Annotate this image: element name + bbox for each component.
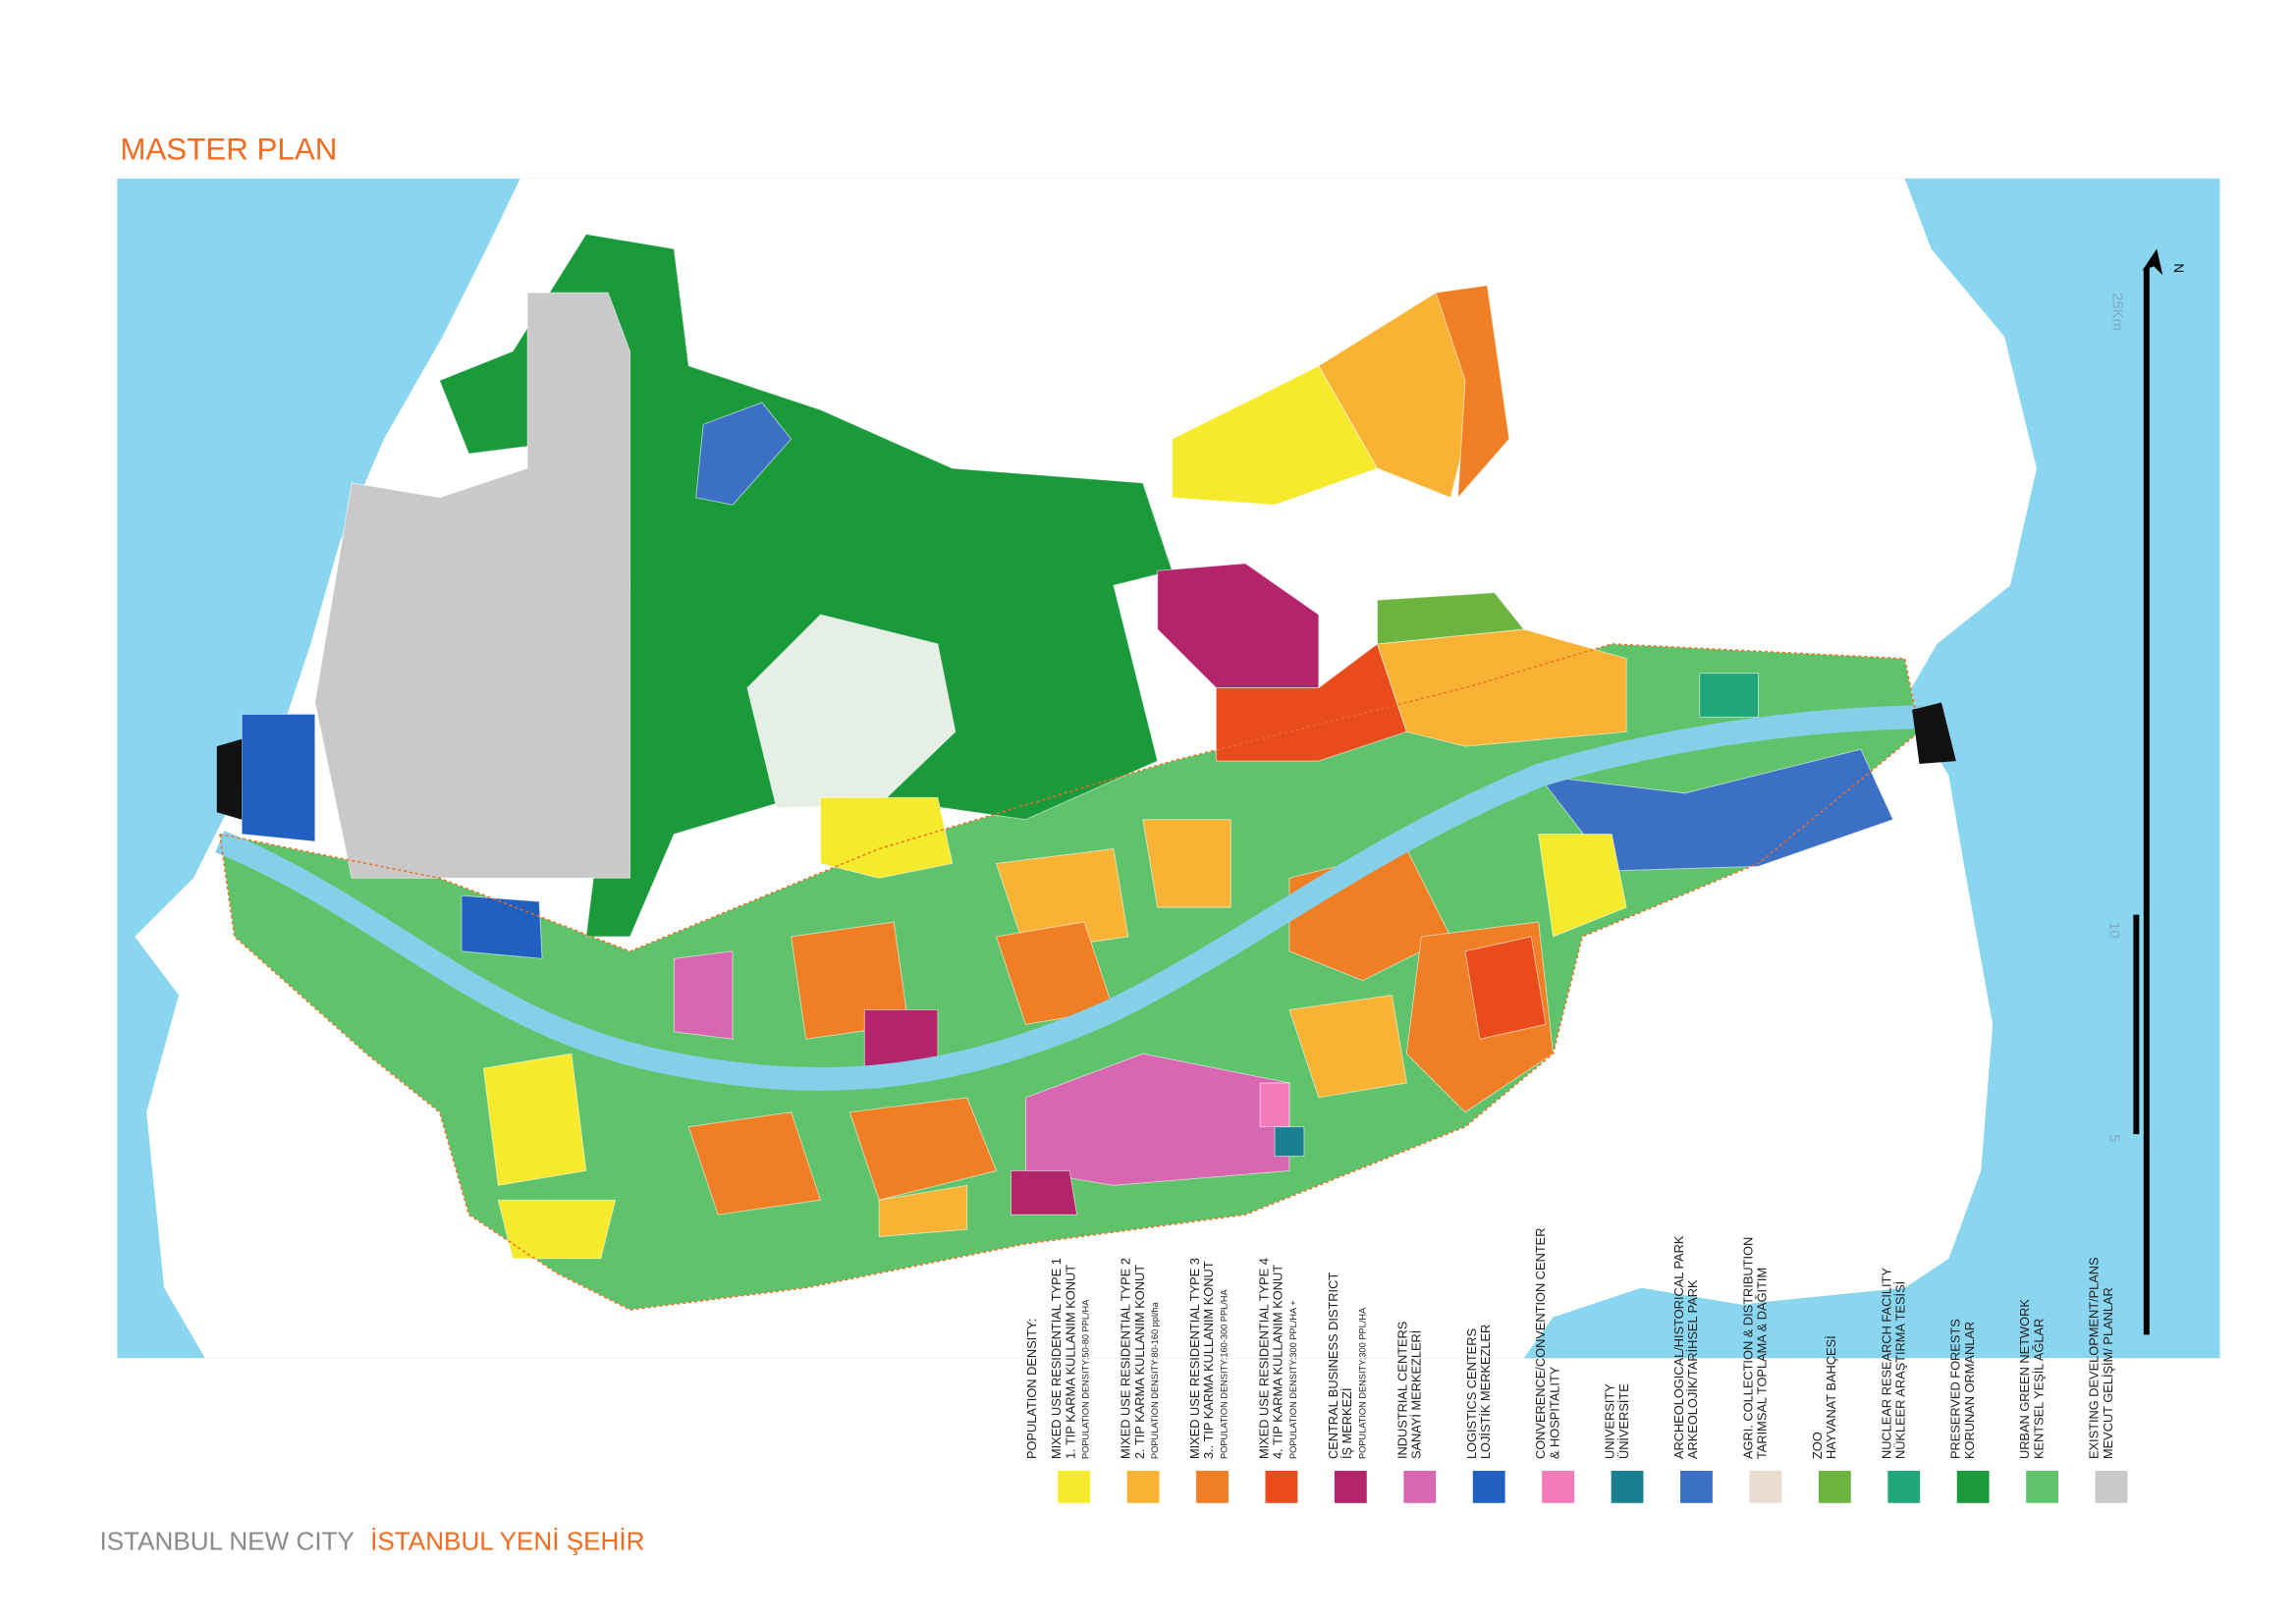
logistics-west <box>241 713 316 842</box>
legend-label: NÜKLEER ARAŞTIRMA TESİSİ <box>1892 1281 1907 1459</box>
canal <box>215 705 1935 1091</box>
forest-lake <box>695 402 793 506</box>
legend-label: MIXED USE RESIDENTIAL TYPE 3 <box>1187 1258 1202 1459</box>
existing-development <box>314 292 631 879</box>
legend-label: URBAN GREEN NETWORK <box>2017 1299 2032 1459</box>
zoo <box>1377 592 1525 645</box>
port-west <box>216 738 243 820</box>
legend-swatch <box>1058 1470 1091 1503</box>
north-arrow <box>2142 248 2163 276</box>
legend-label: TARIMSAL TOPLAMA & DAĞITIM <box>1755 1268 1770 1459</box>
legend-label: 1. TIP KARMA KULLANIM KONUT <box>1063 1265 1077 1459</box>
footer-turkish: İSTANBUL YENİ ŞEHİR <box>370 1526 644 1555</box>
scale-label: 5 <box>2106 1134 2122 1142</box>
legend-label: 4. TIP KARMA KULLANIM KONUT <box>1271 1265 1285 1459</box>
legend-label: ARKEOLOJİK/TARİHSEL PARK <box>1685 1279 1700 1459</box>
legend-label: EXISTING DEVELOPMENT/PLANS <box>2087 1257 2102 1459</box>
legend-label: POPULATION DENSITY:300 PPL/HA + <box>1288 1300 1298 1459</box>
legend-label: KENTSEL YEŞİL AĞLAR <box>2031 1319 2046 1459</box>
title: MASTER PLAN <box>120 132 337 166</box>
logistics-south <box>461 894 543 959</box>
legend-label: LOJİSTİK MERKEZLER <box>1478 1325 1493 1459</box>
legend-label: ARCHEOLOGICAL/HISTORICAL PARK <box>1671 1235 1686 1459</box>
legend-swatch <box>1818 1470 1851 1503</box>
residential-r1-b <box>1538 834 1627 938</box>
legend-label: UNIVERSITY <box>1603 1383 1617 1459</box>
map: 25Km 10 5 N <box>117 178 2220 1359</box>
legend-label: CONVERENCE/CONVENTION CENTER <box>1533 1228 1548 1460</box>
legend-swatch <box>1680 1470 1713 1503</box>
residential-r3-e <box>687 1111 822 1216</box>
legend-swatch <box>1749 1470 1782 1503</box>
legend-swatch <box>1265 1470 1298 1503</box>
legend-label: POPULATION DENSITY:300 PPL/HA <box>1357 1307 1367 1459</box>
legend-label: MIXED USE RESIDENTIAL TYPE 4 <box>1256 1258 1271 1459</box>
legend-swatch <box>1472 1470 1505 1503</box>
scale-label: 25Km <box>2108 293 2124 331</box>
legend-label: ZOO <box>1810 1432 1825 1459</box>
legend-swatch <box>1126 1470 1160 1503</box>
legend-label: 2. TIP KARMA KULLANIM KONUT <box>1132 1265 1147 1459</box>
industrial-a <box>673 950 734 1040</box>
legend-swatch <box>2026 1470 2058 1503</box>
legend-swatch <box>1956 1470 1990 1503</box>
north-label: N <box>2171 263 2186 273</box>
legend-label: 3.. TIP KARMA KULLANIM KONUT <box>1201 1261 1216 1459</box>
port-east <box>1912 702 1956 765</box>
legend-label: KORUNAN ORMANLAR <box>1962 1322 1977 1459</box>
legend-label: CENTRAL BUSINESS DISTRICT <box>1326 1272 1340 1459</box>
residential-r1-d <box>497 1199 617 1260</box>
sea-south <box>1523 1287 1905 1359</box>
legend-title: POPULATION DENSITY: <box>1024 1319 1039 1460</box>
residential-ne-1 <box>1172 365 1379 506</box>
legend-label: MIXED USE RESIDENTIAL TYPE 1 <box>1049 1258 1064 1459</box>
residential-r2-c <box>878 1184 968 1237</box>
legend-label: AGRI. COLLECTION & DISTRIBUTION <box>1740 1237 1755 1459</box>
footer: ISTANBUL NEW CITY İSTANBUL YENİ ŞEHİR <box>99 1526 644 1555</box>
sea-east <box>1904 178 2220 1359</box>
legend-label: PRESERVED FORESTS <box>1948 1319 1963 1459</box>
residential-r4-east <box>1464 936 1547 1040</box>
footer-english: ISTANBUL NEW CITY <box>99 1526 354 1555</box>
residential-r1-c <box>482 1053 587 1186</box>
legend-label: POPULATION DENSITY:80-160 ppl/ha <box>1150 1301 1160 1459</box>
cbd-coast <box>1011 1169 1078 1216</box>
residential-r3-f <box>848 1097 998 1201</box>
legend-label: ÜNİVERSİTE <box>1616 1383 1631 1459</box>
university <box>1274 1126 1305 1157</box>
residential-ne-3 <box>1435 285 1510 500</box>
legend-label: MIXED USE RESIDENTIAL TYPE 2 <box>1119 1258 1133 1459</box>
scale-label: 10 <box>2106 922 2122 939</box>
legend-swatch <box>1887 1470 1921 1503</box>
legend-label: & HOSPITALITY <box>1547 1366 1561 1459</box>
legend-swatch <box>1611 1470 1644 1503</box>
legend-label: MEVCUT GELİŞİM/ PLANLAR <box>2101 1287 2115 1459</box>
legend-label: POPULATION DENSITY:50-80 PPL/HA <box>1081 1299 1091 1459</box>
legend-swatch <box>1542 1470 1575 1503</box>
legend-label: İŞ MERKEZİ <box>1339 1387 1354 1459</box>
legend-label: HAYVANAT BAHÇESİ <box>1824 1335 1838 1459</box>
convention <box>1259 1082 1290 1128</box>
legend-label: NUCLEAR RESEARCH FACILITY <box>1879 1268 1893 1459</box>
residential-r1-a <box>820 796 954 879</box>
legend-label: INDUSTRIAL CENTERS <box>1394 1322 1409 1459</box>
legend-label: SANAYİ MERKEZLERİ <box>1409 1330 1424 1459</box>
legend-swatch <box>2095 1470 2128 1503</box>
legend-label: LOGISTICS CENTERS <box>1464 1328 1479 1459</box>
project-boundary <box>218 643 1921 1311</box>
residential-r2-b <box>1142 819 1231 908</box>
legend: POPULATION DENSITY: MIXED USE RESIDENTIAL… <box>1024 1228 2128 1503</box>
nuclear <box>1699 673 1759 718</box>
legend-swatch <box>1196 1470 1229 1503</box>
legend-swatch <box>1334 1470 1367 1503</box>
residential-r2-a <box>995 848 1129 952</box>
residential-r2-d <box>1288 995 1407 1099</box>
legend-swatch <box>1403 1470 1437 1503</box>
forest-clearing <box>746 614 957 809</box>
legend-label: POPULATION DENSITY:160-300 PPL/HA <box>1219 1289 1229 1460</box>
